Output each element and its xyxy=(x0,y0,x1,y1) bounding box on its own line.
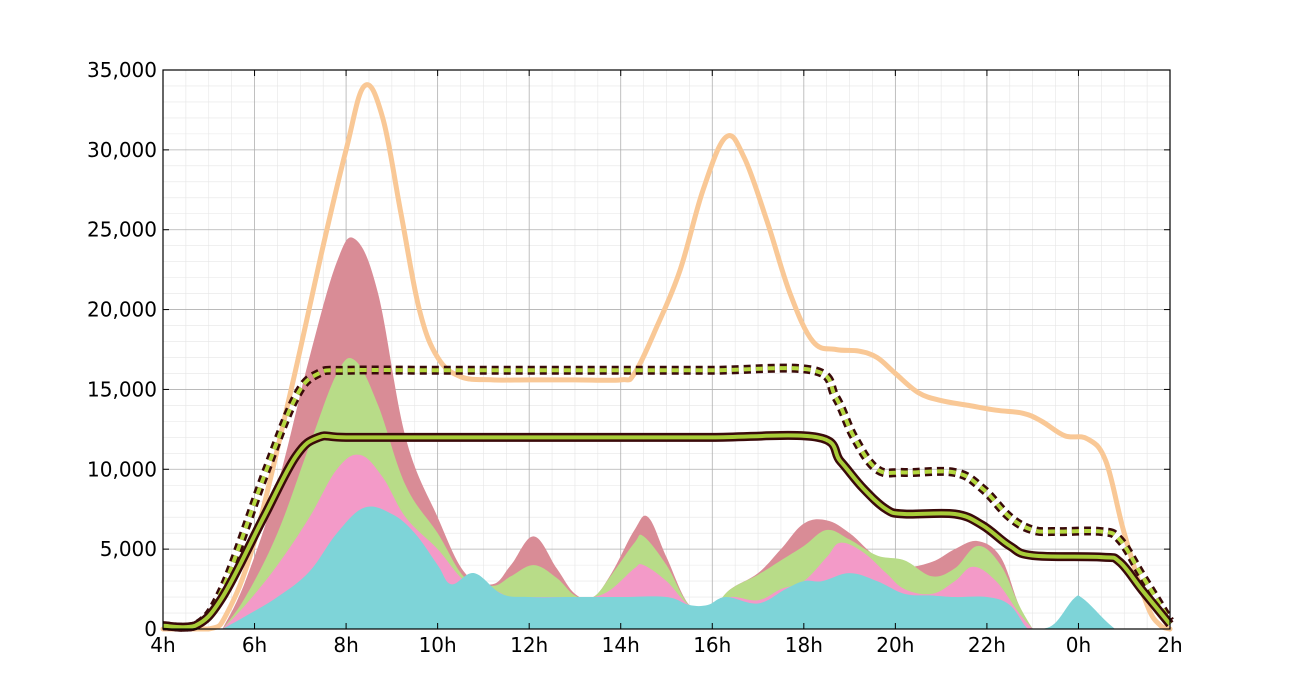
x-tick-label: 20h xyxy=(876,633,914,657)
x-tick-label: 12h xyxy=(510,633,548,657)
line-series-solid-inner xyxy=(162,433,1172,630)
x-tick-label: 10h xyxy=(419,633,457,657)
y-tick-label: 15,000 xyxy=(87,377,157,401)
y-tick-label: 0 xyxy=(144,617,157,641)
x-tick-label: 22h xyxy=(968,633,1006,657)
y-tick-label: 10,000 xyxy=(87,457,157,481)
line-series-dashed-inner xyxy=(162,366,1172,630)
y-tick-label: 35,000 xyxy=(87,58,157,82)
y-tick-label: 30,000 xyxy=(87,138,157,162)
plot-frame xyxy=(162,69,1171,630)
x-tick-label: 2h xyxy=(1157,633,1182,657)
y-tick-label: 20,000 xyxy=(87,298,157,322)
axis-ticks xyxy=(162,69,1171,630)
x-tick-label: 16h xyxy=(693,633,731,657)
tick-labels: 4h 6h 8h 10h 12h 14h 16h 18h 20h 22h 0h 2h 0 5,000 10,… xyxy=(87,58,1183,657)
x-tick-label: 18h xyxy=(785,633,823,657)
x-tick-label: 4h xyxy=(150,633,175,657)
y-tick-label: 5,000 xyxy=(100,537,157,561)
series-lines xyxy=(160,82,1174,632)
line-series-orange xyxy=(160,82,1173,632)
x-tick-label: 6h xyxy=(242,633,267,657)
x-tick-label: 8h xyxy=(333,633,358,657)
y-tick-label: 25,000 xyxy=(87,218,157,242)
stacked-areas xyxy=(222,237,1116,629)
x-tick-label: 0h xyxy=(1066,633,1091,657)
area-layer-4 xyxy=(222,506,1116,629)
x-tick-label: 14h xyxy=(602,633,640,657)
